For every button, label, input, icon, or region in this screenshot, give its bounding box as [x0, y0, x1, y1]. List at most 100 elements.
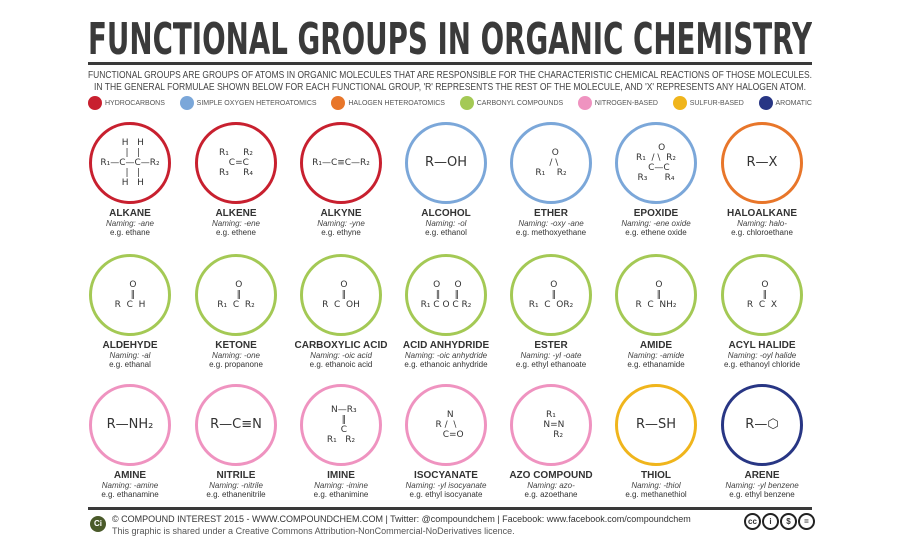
functional-group-card: O / \ R₁ R₂ ETHER Naming: -oxy -ane e.g. me…: [499, 122, 603, 237]
title-divider: [88, 62, 812, 65]
group-name: KETONE: [215, 340, 257, 351]
naming-rule: Naming: -ene: [211, 219, 261, 228]
structure-circle: O ‖ R C X: [721, 254, 803, 336]
footer-divider: [88, 507, 812, 510]
example-compound: e.g. ethyne: [321, 228, 361, 237]
legend-label: CARBONYL COMPOUNDS: [476, 99, 564, 107]
group-name: ALKYNE: [320, 208, 362, 219]
example-compound: e.g. ethyl isocyanate: [409, 490, 483, 499]
legend-color-dot: [577, 96, 592, 110]
naming-rule: Naming: -yl benzene: [725, 481, 799, 490]
naming-rule: Naming: -al: [109, 351, 151, 360]
subtitle-line-1: FUNCTIONAL GROUPS ARE GROUPS OF ATOMS IN…: [88, 70, 812, 81]
nc-icon: $: [780, 513, 797, 530]
example-compound: e.g. ethanenitrile: [206, 490, 266, 499]
legend-label: SIMPLE OXYGEN HETEROATOMICS: [196, 99, 317, 107]
legend-color-dot: [672, 96, 687, 110]
group-name: THIOL: [641, 470, 671, 481]
legend-color-dot: [179, 96, 194, 110]
group-name: ACID ANHYDRIDE: [402, 340, 490, 351]
structure-circle: O / \ R₁ R₂: [510, 122, 592, 204]
example-compound: e.g. azoethane: [524, 490, 578, 499]
structure-circle: N R / \ C=O: [405, 384, 487, 466]
example-compound: e.g. ethanoic anhydride: [404, 360, 488, 369]
structure-circle: R₁ N=N R₂: [510, 384, 592, 466]
example-compound: e.g. ethanamine: [101, 490, 159, 499]
functional-group-card: R₁ R₂ C=C R₃ R₄ ALKENE Naming: -ene e.g. et…: [184, 122, 288, 237]
functional-group-card: R—SH THIOL Naming: -thiol e.g. methanethiol: [604, 384, 708, 499]
subtitle-line-1-wrapper: FUNCTIONAL GROUPS ARE GROUPS OF ATOMS IN…: [88, 70, 812, 81]
legend-item: AROMATIC: [758, 96, 812, 110]
legend-color-dot: [459, 96, 474, 110]
functional-group-card: O ‖ R₁ C OR₂ ESTER Naming: -yl -oate e.g. e…: [499, 254, 603, 369]
structure-circle: N—R₃ ‖ C R₁ R₂: [300, 384, 382, 466]
legend-item: SULFUR-BASED: [672, 96, 744, 110]
naming-rule: Naming: azo-: [527, 481, 575, 490]
structure-circle: H H | | R₁—C—C—R₂ | | H H: [89, 122, 171, 204]
page-title: FUNCTIONAL GROUPS IN ORGANIC CHEMISTRY: [88, 14, 812, 60]
functional-group-card: O ‖ R C H ALDEHYDE Naming: -al e.g. ethanal: [78, 254, 182, 369]
structure-circle: R—OH: [405, 122, 487, 204]
example-compound: e.g. ethanol: [425, 228, 467, 237]
naming-rule: Naming: -ol: [425, 219, 467, 228]
group-name: CARBOXYLIC ACID: [294, 340, 388, 351]
naming-rule: Naming: -yl -oate: [520, 351, 582, 360]
functional-group-card: R—NH₂ AMINE Naming: -amine e.g. ethanamine: [78, 384, 182, 499]
functional-group-card: O O ‖ ‖ R₁ C O C R₂ ACID ANHYDRIDE Naming:…: [394, 254, 498, 369]
group-name: AMIDE: [639, 340, 673, 351]
naming-rule: Naming: -yl isocyanate: [405, 481, 487, 490]
naming-rule: Naming: -oic acid: [310, 351, 372, 360]
group-name: ETHER: [534, 208, 568, 219]
naming-rule: Naming: -amine: [101, 481, 159, 490]
group-name: IMINE: [327, 470, 355, 481]
example-compound: e.g. ethanamide: [627, 360, 685, 369]
example-compound: e.g. chloroethane: [731, 228, 793, 237]
structure-circle: R—⬡: [721, 384, 803, 466]
group-name: AZO COMPOUND: [509, 470, 593, 481]
example-compound: e.g. ethene: [215, 228, 257, 237]
subtitle-line-2-wrapper: IN THE GENERAL FORMULAE SHOWN BELOW FOR …: [94, 82, 806, 93]
functional-group-card: R—OH ALCOHOL Naming: -ol e.g. ethanol: [394, 122, 498, 237]
functional-group-card: O ‖ R C OH CARBOXYLIC ACID Naming: -oic ac…: [289, 254, 393, 369]
legend-item: CARBONYL COMPOUNDS: [459, 96, 564, 110]
legend-item: HYDROCARBONS: [88, 96, 165, 110]
naming-rule: Naming: -amide: [627, 351, 685, 360]
naming-rule: Naming: -thiol: [631, 481, 681, 490]
example-compound: e.g. methanethiol: [625, 490, 687, 499]
group-name: ARENE: [744, 470, 780, 481]
functional-group-card: R—⬡ ARENE Naming: -yl benzene e.g. ethyl be…: [710, 384, 814, 499]
cc-icon: cc: [744, 513, 761, 530]
compound-interest-logo: Ci: [90, 516, 106, 532]
functional-group-card: O ‖ R C X ACYL HALIDE Naming: -oyl halide e…: [710, 254, 814, 369]
naming-rule: Naming: -oic anhydride: [404, 351, 488, 360]
group-name: ALKANE: [109, 208, 151, 219]
naming-rule: Naming: -oyl halide: [727, 351, 797, 360]
group-name: ALDEHYDE: [102, 340, 158, 351]
naming-rule: Naming: -nitrile: [209, 481, 263, 490]
naming-rule: Naming: -oxy -ane: [518, 219, 584, 228]
group-name: ISOCYANATE: [414, 470, 478, 481]
group-name: ALCOHOL: [421, 208, 471, 219]
example-compound: e.g. ethyl benzene: [729, 490, 795, 499]
structure-circle: O ‖ R C NH₂: [615, 254, 697, 336]
legend-item: HALOGEN HETEROATOMICS: [331, 96, 445, 110]
by-icon: i: [762, 513, 779, 530]
example-compound: e.g. ethanoyl chloride: [723, 360, 801, 369]
legend-color-dot: [758, 96, 773, 110]
structure-circle: O ‖ R C H: [89, 254, 171, 336]
structure-circle: O O ‖ ‖ R₁ C O C R₂: [405, 254, 487, 336]
structure-circle: R—NH₂: [89, 384, 171, 466]
functional-group-card: R₁ N=N R₂ AZO COMPOUND Naming: azo-e.g. az…: [499, 384, 603, 499]
functional-group-card: R—C≡N NITRILE Naming: -nitrile e.g. ethanen…: [184, 384, 288, 499]
naming-rule: Naming: -yne: [317, 219, 365, 228]
group-name: EPOXIDE: [633, 208, 679, 219]
structure-circle: R₁ R₂ C=C R₃ R₄: [195, 122, 277, 204]
legend-color-dot: [331, 96, 346, 110]
legend-label: NITROGEN-BASED: [594, 99, 658, 107]
structure-circle: R—SH: [615, 384, 697, 466]
example-compound: e.g. ethanoic acid: [309, 360, 373, 369]
example-compound: e.g. ethanimine: [313, 490, 369, 499]
legend-item: NITROGEN-BASED: [577, 96, 658, 110]
functional-group-card: O ‖ R C NH₂ AMIDE Naming: -amide e.g. ethan…: [604, 254, 708, 369]
structure-circle: O ‖ R₁ C OR₂: [510, 254, 592, 336]
